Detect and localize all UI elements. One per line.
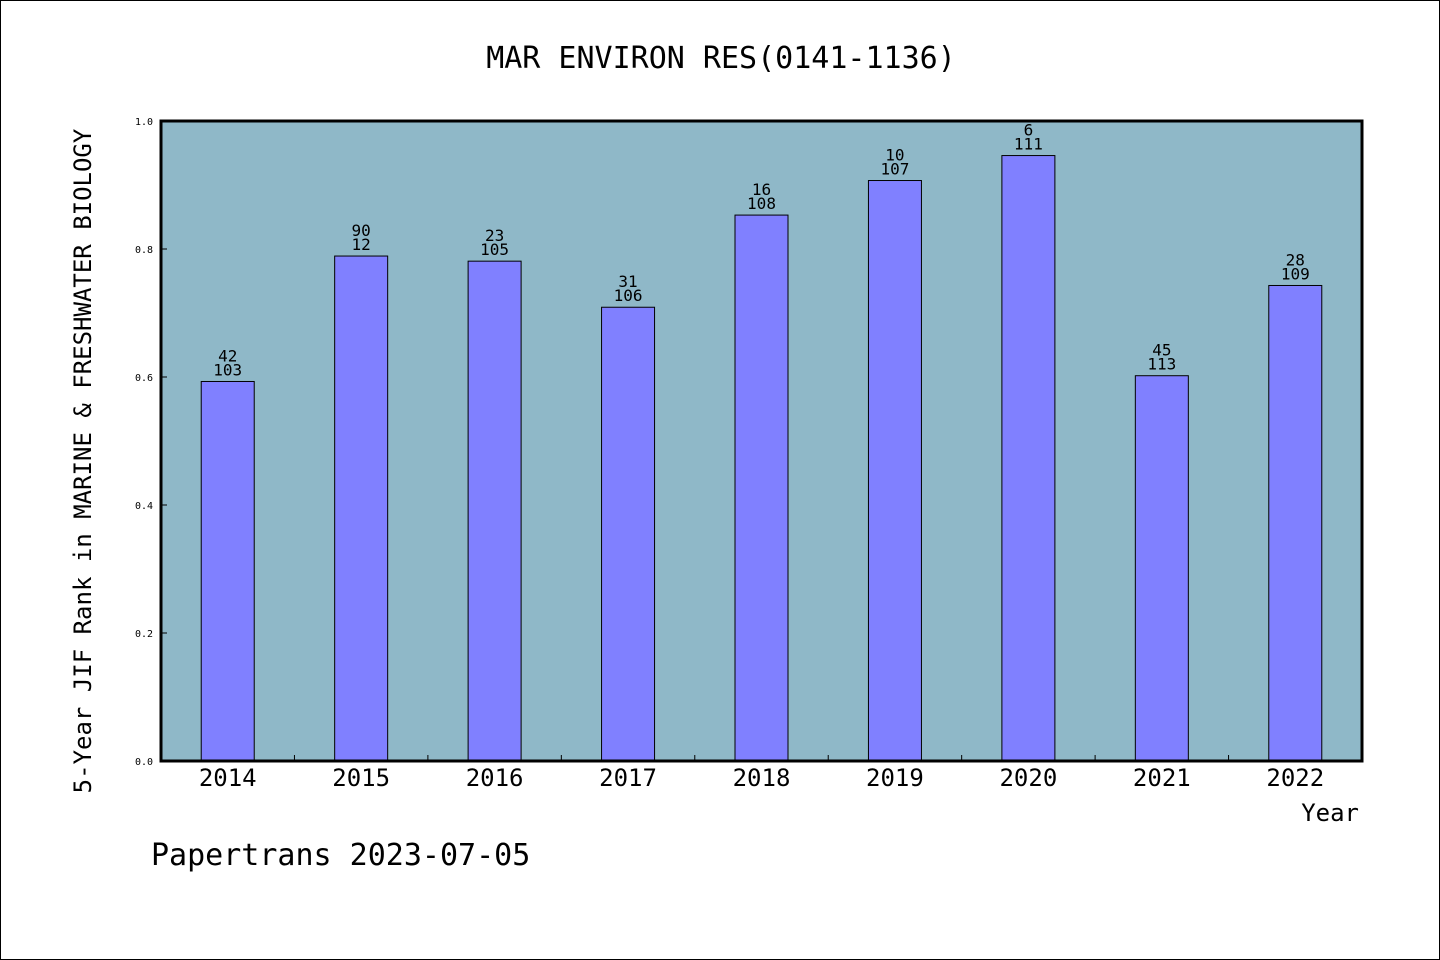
bar-label-top: 6	[1024, 121, 1034, 140]
bar-label-bottom: 106	[614, 286, 643, 305]
x-tick-label: 2020	[999, 764, 1057, 792]
x-axis-label: Year	[1301, 799, 1359, 827]
x-tick-label: 2014	[199, 764, 257, 792]
chart-title: MAR ENVIRON RES(0141-1136)	[486, 41, 956, 76]
bar-label-top: 31	[618, 272, 637, 291]
y-tick-label: 0.2	[135, 629, 153, 640]
y-tick-label: 0.6	[135, 373, 153, 384]
x-tick-label: 2015	[332, 764, 390, 792]
bar-2015	[334, 255, 389, 762]
bar-label-top: 16	[752, 180, 771, 199]
x-tick-label: 2017	[599, 764, 657, 792]
bar-label-top: 42	[218, 346, 237, 365]
x-tick-label: 2019	[866, 764, 924, 792]
bar-2018	[734, 214, 789, 762]
y-tick-label: 0.0	[135, 757, 153, 768]
bar-label-bottom: 12	[352, 235, 371, 254]
x-axis-ticks: 2014 2015 2016 2017 2018 2019 2020 2021 2022	[199, 755, 1324, 792]
bar-2019	[867, 180, 922, 762]
bar-2016	[467, 260, 522, 762]
x-tick-label: 2021	[1133, 764, 1191, 792]
y-tick-label: 1.0	[135, 117, 153, 128]
bar-label-top: 90	[352, 221, 371, 240]
bar-label-bottom: 103	[213, 360, 242, 379]
bar-label-top: 28	[1286, 250, 1305, 269]
bar-2021	[1134, 375, 1189, 762]
x-tick-label: 2016	[466, 764, 524, 792]
bar-2017	[601, 306, 656, 762]
plot-border	[159, 119, 1364, 763]
footer-credit: Papertrans 2023-07-05	[151, 838, 530, 873]
bar-label-bottom: 108	[747, 194, 776, 213]
bar-label-top: 10	[885, 146, 904, 165]
bar-label-bottom: 105	[480, 240, 509, 259]
x-tick-label: 2022	[1266, 764, 1324, 792]
bar-label-bottom: 111	[1014, 135, 1043, 154]
bar-2014	[200, 380, 255, 762]
bar-label-bottom: 109	[1281, 264, 1310, 283]
bar-2020	[1001, 155, 1056, 762]
x-tick-label: 2018	[733, 764, 791, 792]
y-tick-label: 0.8	[135, 245, 153, 256]
bar-label-bottom: 107	[880, 160, 909, 179]
bar-label-top: 23	[485, 226, 504, 245]
bar-2022	[1268, 284, 1323, 762]
y-tick-label: 0.4	[135, 501, 153, 512]
y-axis-label: 5-Year JIF Rank in MARINE & FRESHWATER B…	[69, 128, 97, 793]
bar-label-top: 45	[1152, 341, 1171, 360]
bar-label-bottom: 113	[1147, 355, 1176, 374]
